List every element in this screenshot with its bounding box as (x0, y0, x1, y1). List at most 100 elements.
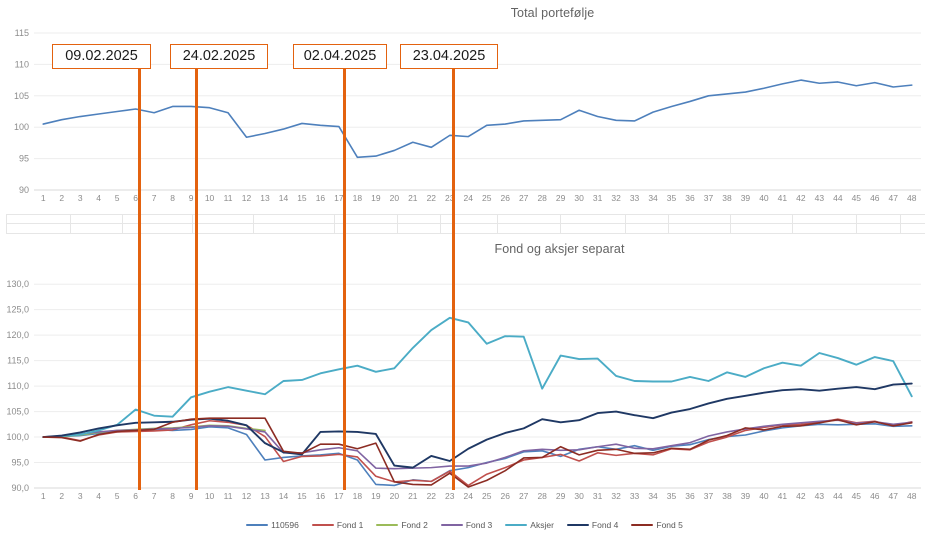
x-axis-tick: 10 (205, 491, 215, 501)
x-axis-tick: 24 (464, 193, 474, 203)
legend-item-fond-1[interactable]: Fond 1 (311, 520, 364, 530)
x-axis-tick: 48 (907, 193, 917, 203)
sheet-column-line (730, 214, 731, 234)
x-axis-tick: 33 (630, 491, 640, 501)
legend-item-fond-5[interactable]: Fond 5 (631, 520, 683, 530)
bottom-chart-plot: 90,095,0100,0105,0110,0115,0120,0125,013… (6, 279, 921, 501)
x-axis-tick: 47 (889, 491, 899, 501)
x-axis-tick: 5 (115, 193, 120, 203)
sheet-row-line (6, 223, 925, 224)
sheet-column-line (397, 214, 398, 234)
x-axis-tick: 13 (260, 491, 270, 501)
x-axis-tick: 41 (778, 491, 788, 501)
x-axis-tick: 29 (556, 491, 566, 501)
x-axis-tick: 7 (152, 193, 157, 203)
x-axis-tick: 11 (224, 193, 233, 203)
x-axis-tick: 32 (611, 491, 621, 501)
x-axis-tick: 6 (133, 491, 138, 501)
y-axis-tick: 95 (19, 154, 29, 164)
legend-label: 110596 (271, 520, 299, 530)
legend-label: Fond 3 (465, 520, 493, 530)
x-axis-tick: 31 (593, 193, 603, 203)
x-axis-tick: 30 (574, 491, 584, 501)
x-axis-tick: 2 (59, 193, 64, 203)
x-axis-tick: 6 (133, 193, 138, 203)
x-axis-tick: 28 (537, 491, 547, 501)
x-axis-tick: 30 (574, 193, 584, 203)
date-callout-box[interactable]: 24.02.2025 (170, 44, 268, 69)
x-axis-tick: 22 (427, 193, 437, 203)
x-axis-tick: 24 (464, 491, 474, 501)
x-axis-tick: 26 (500, 491, 510, 501)
x-axis-tick: 43 (815, 491, 825, 501)
x-axis-tick: 34 (648, 193, 658, 203)
series-line (42, 419, 913, 470)
x-axis-tick: 8 (170, 193, 175, 203)
x-axis-tick: 45 (852, 193, 862, 203)
x-axis-tick: 45 (852, 491, 862, 501)
sheet-column-line (70, 214, 71, 234)
x-axis-tick: 37 (704, 193, 714, 203)
x-axis-tick: 16 (316, 193, 326, 203)
x-axis-tick: 20 (390, 193, 400, 203)
bottom-chart-title: Fond og aksjer separat (494, 242, 625, 256)
x-axis-tick: 11 (224, 491, 233, 501)
y-axis-tick: 110,0 (7, 381, 29, 391)
x-axis-tick: 3 (78, 193, 83, 203)
sheet-column-line (334, 214, 335, 234)
x-axis-tick: 13 (260, 193, 270, 203)
x-axis-tick: 38 (722, 193, 732, 203)
x-axis-tick: 20 (390, 491, 400, 501)
x-axis-tick: 38 (722, 491, 732, 501)
x-axis-tick: 14 (279, 193, 289, 203)
x-axis-tick: 3 (78, 491, 83, 501)
top-chart-title: Total portefølje (510, 6, 595, 20)
x-axis-tick: 33 (630, 193, 640, 203)
x-axis-tick: 21 (408, 491, 418, 501)
date-callout-box[interactable]: 09.02.2025 (52, 44, 151, 69)
x-axis-tick: 31 (593, 491, 603, 501)
x-axis-tick: 18 (353, 193, 363, 203)
legend-label: Fond 1 (336, 520, 364, 530)
sheet-column-line (668, 214, 669, 234)
x-axis-tick: 1 (41, 491, 46, 501)
x-axis-tick: 27 (519, 193, 529, 203)
fund-and-stock-chart: Fond og aksjer separat 90,0 95,0 100,0 105,… (0, 236, 929, 535)
x-axis-tick: 9 (189, 193, 194, 203)
legend-item-fond-2[interactable]: Fond 2 (376, 520, 428, 530)
y-axis-tick: 100 (14, 122, 29, 132)
x-axis-tick: 36 (685, 491, 695, 501)
x-axis-tick: 37 (704, 491, 714, 501)
y-axis-tick: 95,0 (11, 458, 29, 468)
sheet-column-line (856, 214, 857, 234)
x-axis-tick: 19 (371, 491, 381, 501)
legend-item-110596[interactable]: 110596 (246, 520, 299, 530)
legend-item-aksjer[interactable]: Aksjer (505, 520, 554, 530)
date-callout-box[interactable]: 02.04.2025 (293, 44, 387, 69)
y-axis-tick: 125,0 (6, 305, 29, 315)
legend-item-fond-4[interactable]: Fond 4 (566, 520, 618, 530)
legend-color-swatch (440, 523, 463, 527)
date-marker-line (195, 69, 198, 490)
x-axis-tick: 41 (778, 193, 788, 203)
x-axis-tick: 22 (427, 491, 437, 501)
y-axis-tick: 130,0 (6, 279, 29, 289)
x-axis-tick: 25 (482, 193, 492, 203)
x-axis-tick: 14 (279, 491, 289, 501)
sheet-column-line (625, 214, 626, 234)
spreadsheet-grid-strip (0, 212, 929, 236)
total-portfolio-chart: Total portefølje 90 95 100 105 110 115 1 2 3 4 5 6 7… (0, 0, 929, 212)
x-axis-tick: 1 (41, 193, 46, 203)
date-callout-box[interactable]: 23.04.2025 (400, 44, 498, 69)
series-line (42, 418, 913, 487)
y-axis-tick: 115,0 (7, 356, 29, 366)
x-axis-tick: 46 (870, 193, 880, 203)
series-line (42, 423, 913, 487)
date-marker-line (343, 69, 346, 490)
legend-item-fond-3[interactable]: Fond 3 (440, 520, 493, 530)
x-axis-tick: 19 (371, 193, 381, 203)
date-marker-line (452, 69, 455, 490)
x-axis-tick: 4 (96, 193, 101, 203)
x-axis-tick: 28 (537, 193, 547, 203)
legend-color-swatch (566, 523, 589, 527)
